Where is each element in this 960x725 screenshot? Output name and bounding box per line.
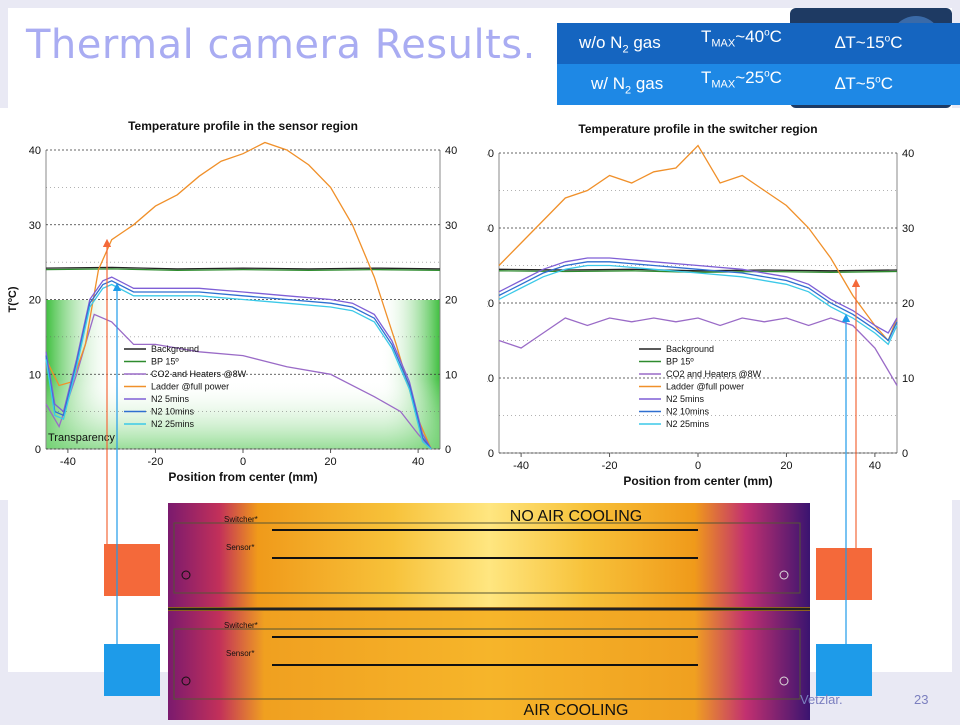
mount-hole — [779, 676, 789, 686]
legend-entry: N2 5mins — [151, 394, 190, 404]
row-label: w/ N2 gas — [591, 74, 664, 97]
chart-sensor-svg: 0 0 10 10 20 20 30 30 40 40 -40 -20 0 20 40 Temperature… — [7, 119, 457, 484]
mount-hole — [181, 676, 191, 686]
y-tick-label-right: 20 — [902, 298, 914, 310]
chart-title: Temperature profile in the switcher regi… — [578, 122, 817, 136]
blue-marker-left — [104, 644, 160, 696]
chart-switcher-svg: 001010202030304040-40-2002040Temperature… — [482, 122, 915, 488]
series-line — [498, 257, 898, 334]
y-tick-label-right: 40 — [445, 145, 457, 157]
legend-entry: N2 25mins — [666, 419, 710, 429]
footer-author: Vetzlar. — [800, 692, 843, 707]
no-air-cooling-label: NO AIR COOLING — [510, 508, 642, 525]
tmax-value: TMAX~40oC — [701, 27, 782, 50]
x-tick-label: 20 — [780, 460, 792, 472]
series-line — [45, 283, 432, 450]
tmax-value: TMAX~25oC — [701, 68, 782, 91]
x-tick-label: 0 — [695, 460, 701, 472]
transparency-annotation: Transparency — [48, 432, 115, 444]
legend-entry: N2 25mins — [151, 419, 195, 429]
series-line — [45, 141, 432, 450]
y-tick-label-right: 0 — [445, 444, 451, 456]
x-tick-label: -40 — [513, 460, 529, 472]
legend-entry: CO2 and Heaters @8W — [666, 369, 762, 379]
x-tick-label: -40 — [60, 456, 76, 468]
page-title: Thermal camera Results. — [26, 22, 536, 68]
x-axis-label: Position from center (mm) — [168, 470, 317, 484]
y-tick-label-left: 20 — [29, 295, 41, 307]
series-line — [45, 280, 432, 450]
delta-t-value: ∆T~15oC — [835, 33, 903, 52]
switcher-label-top: Switcher* — [224, 515, 258, 524]
x-axis-label: Position from center (mm) — [623, 474, 772, 488]
legend-entry: BP 15º — [666, 357, 694, 367]
legend-entry: Ladder @full power — [666, 382, 744, 392]
delta-t-value: ∆T~5oC — [835, 74, 894, 93]
ladder-outline-top — [173, 522, 801, 594]
x-tick-label: -20 — [147, 456, 163, 468]
sensor-label-top: Sensor* — [226, 543, 254, 552]
legend-entry: BP 15º — [151, 357, 179, 367]
series-line — [498, 268, 898, 272]
transparency-band-bottom — [46, 379, 440, 449]
y-tick-label-left: 0 — [488, 448, 494, 460]
legend-entry: Ladder @full power — [151, 382, 229, 392]
air-cooling-label: AIR COOLING — [524, 702, 629, 719]
y-tick-label-right: 30 — [902, 223, 914, 235]
thermal-image-svg: Switcher* Sensor* Switcher* Sensor* NO A… — [168, 503, 810, 720]
thermal-image: Switcher* Sensor* Switcher* Sensor* NO A… — [168, 503, 810, 720]
y-tick-label-right: 30 — [445, 220, 457, 232]
page-number: 23 — [914, 692, 929, 707]
legend-entry: CO2 and Heaters @8W — [151, 369, 247, 379]
thermal-panel-top — [168, 503, 810, 607]
y-tick-label-left: 40 — [29, 145, 41, 157]
series-line — [45, 276, 432, 450]
blue-marker-right — [816, 644, 872, 696]
mount-hole — [779, 570, 789, 580]
orange-marker-right — [816, 548, 872, 600]
series-line — [498, 317, 898, 386]
table-row: w/o N2 gas TMAX~40oC ∆T~15oC — [557, 23, 960, 64]
y-tick-label-right: 10 — [445, 369, 457, 381]
ladder-outline-bottom — [173, 628, 801, 700]
chart-switcher-region: 001010202030304040-40-2002040Temperature… — [482, 108, 960, 500]
chart-title: Temperature profile in the sensor region — [128, 119, 358, 133]
switcher-label-bottom: Switcher* — [224, 621, 258, 630]
chart-sensor-region: 0 0 10 10 20 20 30 30 40 40 -40 -20 0 20 40 Temperature… — [0, 108, 480, 500]
orange-marker-left — [104, 544, 160, 596]
y-tick-label-left: 10 — [29, 369, 41, 381]
y-tick-label-right: 20 — [445, 295, 457, 307]
x-tick-label: 20 — [324, 456, 336, 468]
series-line — [498, 264, 898, 346]
legend-entry: N2 5mins — [666, 394, 705, 404]
sensor-label-bottom: Sensor* — [226, 649, 254, 658]
legend-entry: N2 10mins — [666, 407, 710, 417]
x-tick-label: 40 — [869, 460, 881, 472]
y-axis-label: T(ºC) — [7, 286, 19, 312]
x-tick-label: 40 — [412, 456, 424, 468]
y-tick-label-right: 10 — [902, 373, 914, 385]
series-line — [45, 266, 441, 270]
y-tick-label-left: 0 — [35, 444, 41, 456]
legend-entry: Background — [666, 344, 714, 354]
y-tick-label-right: 0 — [902, 448, 908, 460]
y-tick-label-left: 30 — [29, 220, 41, 232]
series-line — [498, 144, 898, 342]
series-line — [498, 261, 898, 342]
legend-entry: N2 10mins — [151, 407, 195, 417]
x-tick-label: 0 — [240, 456, 246, 468]
row-label: w/o N2 gas — [579, 33, 661, 56]
x-tick-label: -20 — [602, 460, 618, 472]
table-row: w/ N2 gas TMAX~25oC ∆T~5oC — [557, 64, 960, 105]
series-line — [45, 268, 441, 271]
series-line — [498, 270, 898, 273]
mount-hole — [181, 570, 191, 580]
y-tick-label-right: 40 — [902, 148, 914, 160]
legend-entry: Background — [151, 344, 199, 354]
summary-table: w/o N2 gas TMAX~40oC ∆T~15oC w/ N2 gas T… — [557, 23, 960, 105]
